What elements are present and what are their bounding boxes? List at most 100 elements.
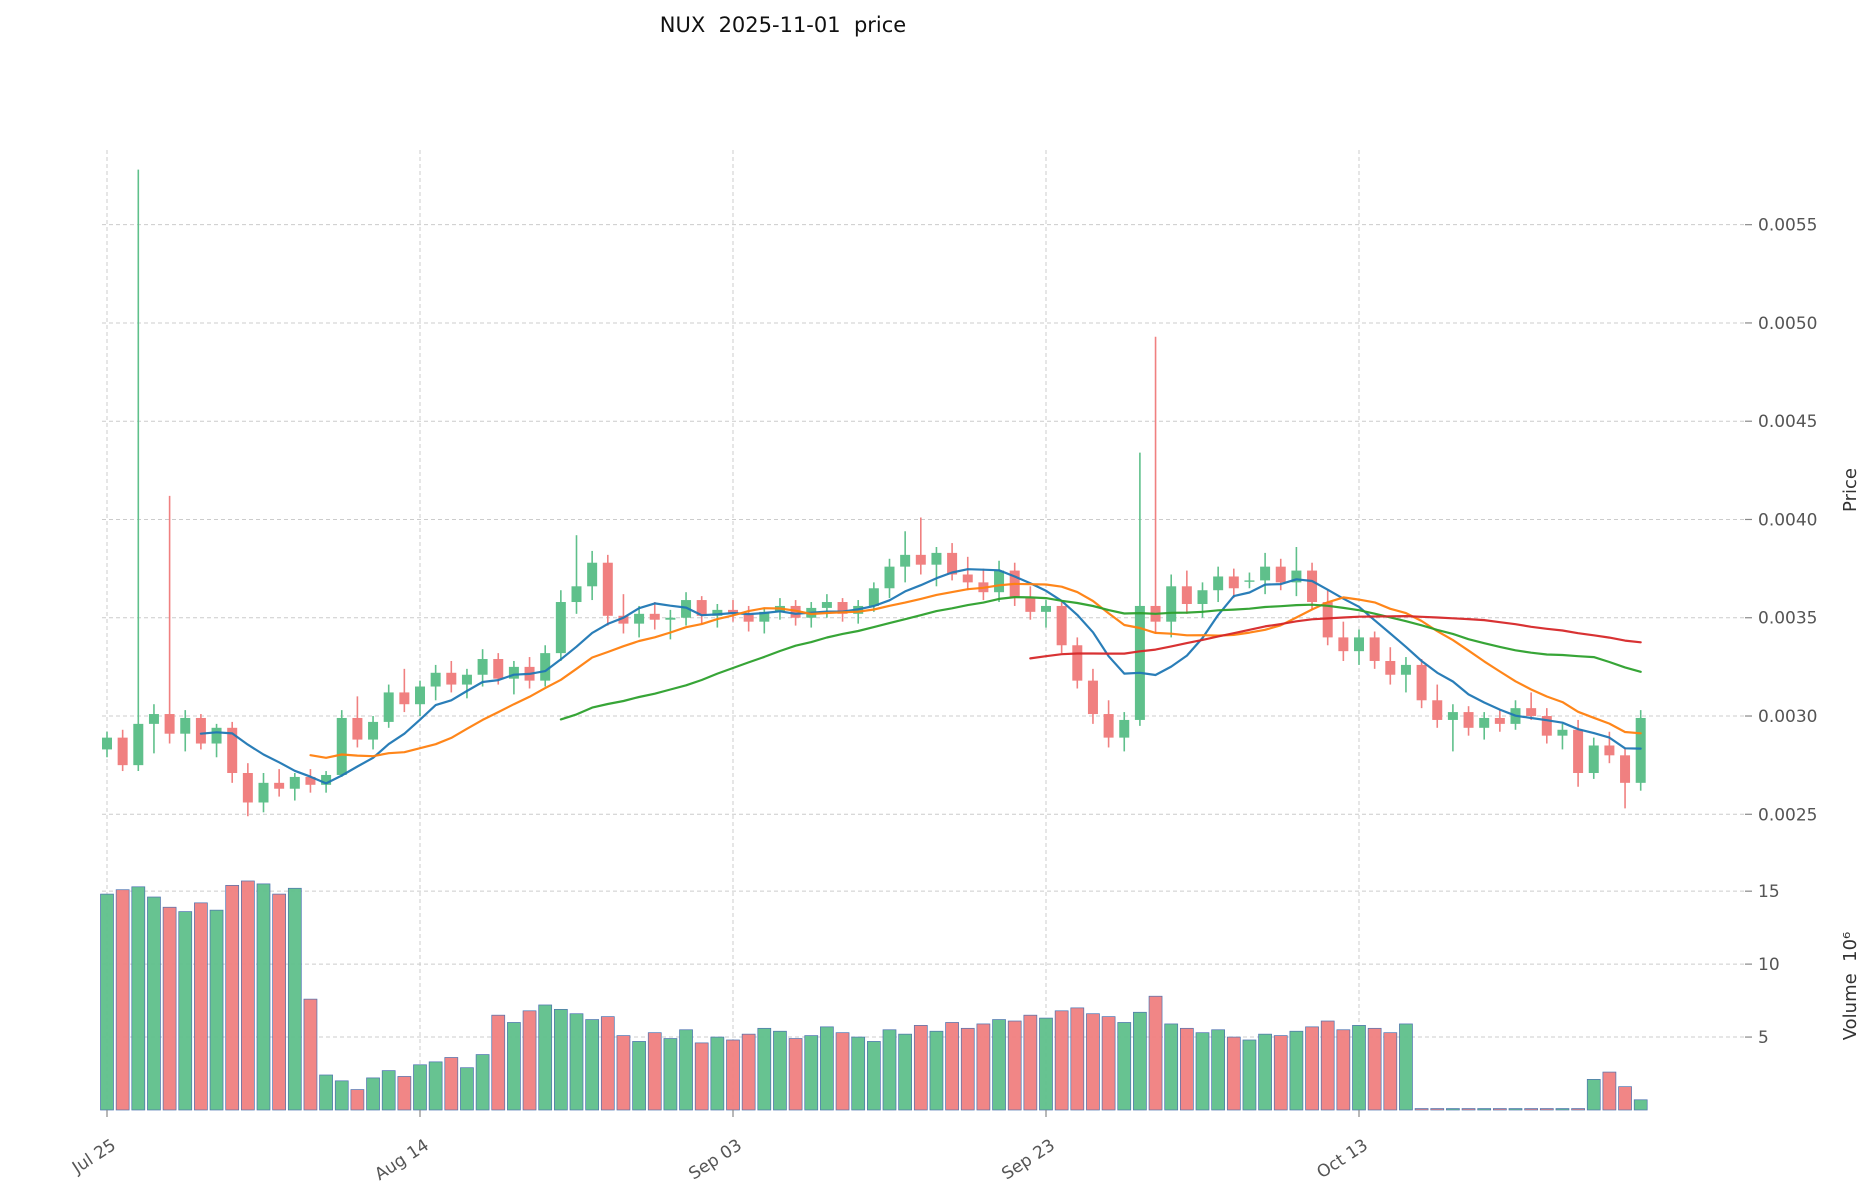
- ma-line-SMA-30: [559, 595, 1642, 721]
- candle-body: [1103, 714, 1114, 738]
- candle-layer: [102, 169, 1646, 817]
- ma-line-SMA-14: [309, 582, 1642, 759]
- volume-bar: [835, 1032, 850, 1111]
- candle-body: [1119, 719, 1130, 738]
- volume-bar: [178, 911, 193, 1111]
- candle-body: [352, 717, 363, 740]
- candle-body: [649, 613, 660, 620]
- candle-body: [148, 714, 159, 724]
- price-tick-label: 0.0040: [1758, 510, 1817, 530]
- volume-bar: [1133, 1011, 1147, 1111]
- candle-body: [399, 692, 410, 705]
- volume-tick-label: 5: [1758, 1028, 1769, 1048]
- volume-bar: [820, 1026, 834, 1111]
- volume-bar: [992, 1019, 1006, 1111]
- candle-body: [1322, 602, 1333, 638]
- candle-body: [336, 717, 347, 775]
- volume-bar: [960, 1027, 975, 1111]
- candle-body: [1620, 755, 1631, 783]
- candle-body: [133, 723, 144, 766]
- volume-bar: [804, 1035, 819, 1111]
- volume-bar: [1430, 1108, 1445, 1111]
- candle-body: [1338, 637, 1349, 652]
- candle-body: [555, 602, 566, 654]
- candle-body: [540, 653, 551, 681]
- volume-bar: [1273, 1035, 1288, 1111]
- volume-bar: [1258, 1033, 1272, 1111]
- date-tick-label: Sep 23: [998, 1135, 1058, 1184]
- ma-line-SMA-7: [199, 568, 1642, 785]
- candle-body: [1197, 590, 1208, 604]
- candle-body: [289, 776, 300, 789]
- candle-body: [665, 617, 676, 620]
- candle-body: [274, 782, 285, 789]
- volume-bar: [1039, 1017, 1053, 1111]
- candle-body: [1275, 566, 1286, 583]
- volume-bar: [397, 1076, 412, 1111]
- volume-bar: [1305, 1026, 1319, 1111]
- volume-bar: [1571, 1108, 1585, 1111]
- candle-body: [962, 574, 973, 583]
- candle-body: [759, 611, 770, 622]
- volume-bar: [1023, 1014, 1038, 1111]
- candle-body: [821, 602, 832, 608]
- candle-body: [1432, 700, 1443, 720]
- volume-bar: [1446, 1108, 1460, 1111]
- volume-bar: [1054, 1010, 1069, 1111]
- candle-body: [383, 692, 394, 722]
- volume-bar: [538, 1004, 553, 1111]
- ma-line-SMA-60: [1029, 614, 1642, 660]
- candle-body: [1166, 586, 1177, 622]
- volume-bar: [131, 886, 146, 1111]
- volume-bar: [194, 902, 208, 1111]
- volume-bar: [1070, 1007, 1085, 1111]
- volume-bar: [773, 1030, 787, 1111]
- volume-bar: [1586, 1079, 1601, 1111]
- volume-bar: [898, 1033, 913, 1111]
- candle-body: [1416, 664, 1427, 701]
- candle-body: [994, 570, 1005, 593]
- candle-body: [1244, 580, 1255, 582]
- candle-body: [102, 737, 112, 750]
- volume-bar: [287, 887, 302, 1111]
- volume-bar: [225, 884, 240, 1111]
- volume-bar: [460, 1067, 474, 1111]
- candle-body: [1479, 717, 1490, 728]
- volume-layer: [100, 880, 1648, 1111]
- candle-body: [837, 602, 848, 614]
- price-tick-label: 0.0050: [1758, 314, 1817, 334]
- candle-body: [915, 554, 926, 565]
- volume-bar: [1352, 1025, 1366, 1111]
- volume-bar: [1195, 1032, 1210, 1111]
- volume-bar: [381, 1070, 396, 1111]
- volume-bar: [491, 1014, 506, 1111]
- volume-bar: [976, 1023, 991, 1111]
- volume-bar: [256, 883, 271, 1111]
- price-tick-label: 0.0055: [1758, 216, 1817, 236]
- price-tick-label: 0.0025: [1758, 805, 1817, 825]
- volume-bar: [882, 1029, 897, 1111]
- volume-bar: [710, 1036, 725, 1111]
- volume-bar: [100, 893, 114, 1111]
- volume-bar: [241, 880, 255, 1111]
- volume-bar: [428, 1061, 443, 1111]
- volume-bar: [741, 1033, 756, 1111]
- volume-bar: [851, 1036, 866, 1111]
- volume-bar: [632, 1041, 646, 1111]
- volume-bar: [1602, 1071, 1617, 1111]
- candle-body: [1494, 717, 1505, 724]
- volume-bar: [553, 1008, 568, 1111]
- date-tick-label: Oct 13: [1313, 1135, 1371, 1183]
- volume-bar: [272, 893, 286, 1111]
- volume-bar: [585, 1019, 600, 1111]
- volume-bar: [1211, 1029, 1226, 1111]
- candle-body: [493, 659, 504, 679]
- candle-body: [571, 586, 582, 603]
- candle-body: [728, 609, 738, 614]
- candle-body: [1354, 637, 1364, 652]
- candle-body: [430, 672, 441, 687]
- volume-bar: [444, 1057, 459, 1111]
- volume-bar: [1320, 1020, 1335, 1111]
- volume-bar: [663, 1038, 678, 1111]
- candle-body: [1072, 645, 1083, 681]
